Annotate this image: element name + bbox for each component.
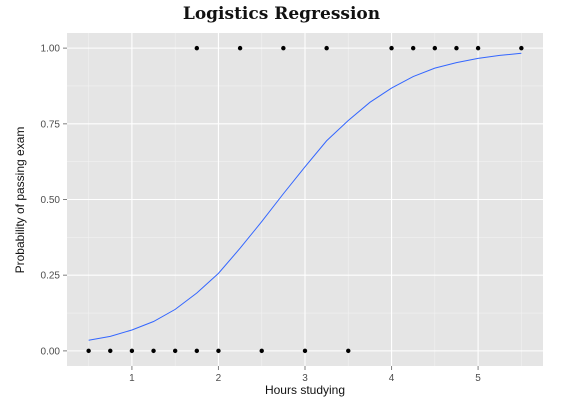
data-point bbox=[86, 348, 91, 354]
data-point bbox=[454, 45, 459, 51]
fit-curve-layer bbox=[88, 52, 522, 341]
x-tick-label: 1 bbox=[129, 373, 135, 384]
x-tick-label: 2 bbox=[216, 373, 222, 384]
x-tick-label: 3 bbox=[302, 373, 308, 384]
data-point bbox=[346, 348, 351, 354]
y-tick-label: 0.00 bbox=[41, 346, 61, 357]
chart-title: Logistics Regression bbox=[182, 4, 381, 24]
data-point bbox=[108, 348, 113, 354]
data-point bbox=[172, 348, 178, 354]
data-point bbox=[216, 348, 221, 354]
data-point bbox=[129, 348, 135, 354]
y-tick-label: 0.25 bbox=[41, 271, 61, 282]
data-point bbox=[194, 348, 200, 354]
data-point bbox=[389, 45, 394, 51]
data-point bbox=[519, 45, 524, 51]
y-axis: 0.00 0.25 0.50 0.75 1.00 bbox=[41, 44, 67, 357]
data-point bbox=[432, 45, 438, 51]
data-point bbox=[324, 45, 329, 51]
data-point bbox=[410, 45, 416, 51]
data-point bbox=[259, 348, 264, 354]
x-tick-label: 5 bbox=[475, 373, 481, 384]
x-axis-label: Hours studying bbox=[265, 383, 345, 397]
data-point bbox=[151, 348, 156, 354]
data-point bbox=[475, 45, 481, 51]
data-point bbox=[302, 348, 308, 354]
y-tick-label: 0.50 bbox=[41, 195, 61, 206]
data-points-layer bbox=[86, 45, 524, 354]
data-point bbox=[237, 45, 243, 51]
y-tick-label: 1.00 bbox=[41, 44, 61, 55]
data-point bbox=[194, 45, 200, 51]
x-axis: 1 2 3 4 5 bbox=[129, 366, 481, 384]
fit-curve bbox=[88, 52, 522, 341]
y-axis-label: Probability of passing exam bbox=[13, 127, 27, 274]
x-tick-label: 4 bbox=[389, 373, 395, 384]
data-point bbox=[281, 45, 286, 51]
y-tick-label: 0.75 bbox=[41, 119, 61, 130]
